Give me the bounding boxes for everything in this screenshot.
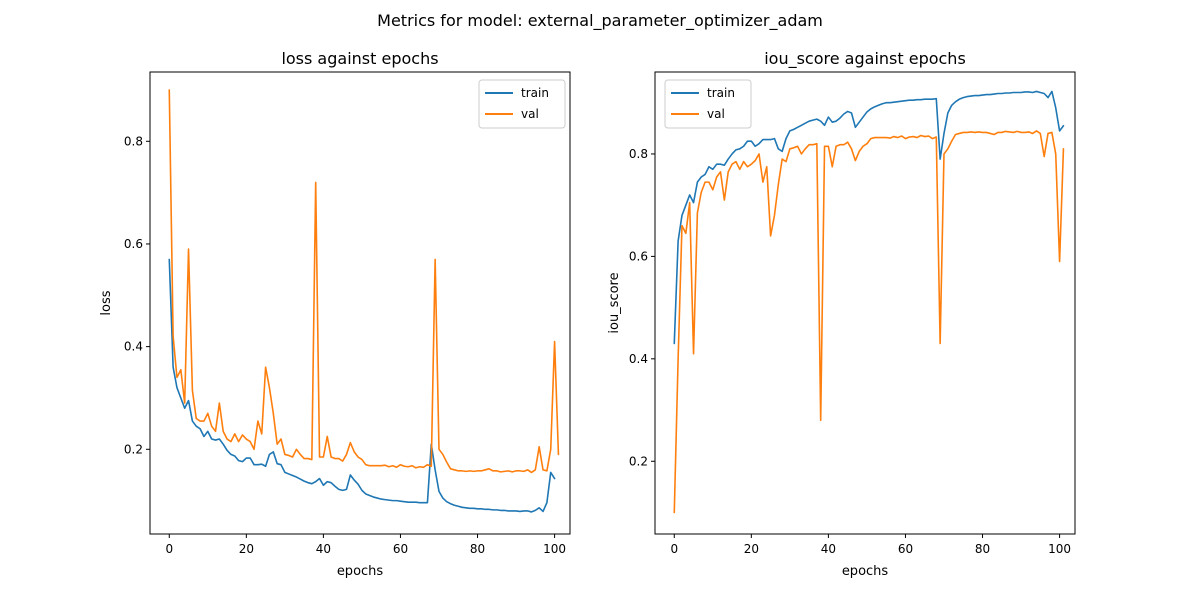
iou-score-y-axis-label: iou_score (607, 272, 622, 333)
iou-score-val-line (673, 130, 1065, 514)
loss-x-tick-label: 80 (470, 542, 485, 556)
iou-score-y-tick-label: 0.4 (629, 352, 648, 366)
iou-score-x-tick-label: 60 (898, 542, 913, 556)
iou-score-x-tick-label: 100 (1048, 542, 1071, 556)
iou-score-y-tick-label: 0.8 (629, 147, 648, 161)
iou-score-chart: iou_score against epochs epochs iou_scor… (607, 49, 1076, 579)
loss-train-line (168, 258, 556, 513)
iou-score-x-tick-label: 20 (744, 542, 759, 556)
loss-x-tick-label: 0 (165, 542, 173, 556)
loss-x-axis-label: epochs (337, 564, 384, 579)
iou-score-x-tick-label: 0 (670, 542, 678, 556)
iou-score-x-tick-label: 40 (821, 542, 836, 556)
iou-score-legend-val-label: val (707, 107, 725, 121)
loss-y-tick-label: 0.8 (124, 134, 143, 148)
iou-score-plot-frame (654, 71, 1076, 535)
loss-legend: train val (478, 79, 566, 129)
loss-legend-train-label: train (521, 86, 549, 100)
iou-score-chart-title: iou_score against epochs (764, 49, 966, 69)
loss-y-axis-label: loss (99, 290, 114, 315)
iou-score-train-line (673, 90, 1065, 345)
loss-y-tick-label: 0.6 (124, 237, 143, 251)
loss-y-tick-label: 0.2 (124, 442, 143, 456)
loss-x-tick-label: 20 (239, 542, 254, 556)
loss-x-tick-label: 60 (393, 542, 408, 556)
iou-score-y-tick-label: 0.6 (629, 249, 648, 263)
iou-score-x-tick-label: 80 (975, 542, 990, 556)
iou-score-legend: train val (664, 79, 752, 129)
loss-legend-val-label: val (521, 107, 539, 121)
loss-y-tick-label: 0.4 (124, 340, 143, 354)
iou-score-legend-train-label: train (707, 86, 735, 100)
loss-val-line (168, 89, 560, 474)
figure-suptitle: Metrics for model: external_parameter_op… (377, 11, 823, 31)
loss-x-tick-label: 40 (316, 542, 331, 556)
loss-plot-frame (149, 71, 571, 535)
iou-score-x-axis-label: epochs (842, 564, 889, 579)
loss-x-tick-label: 100 (543, 542, 566, 556)
loss-chart-title: loss against epochs (281, 49, 438, 68)
iou-score-y-tick-label: 0.2 (629, 454, 648, 468)
loss-chart: loss against epochs epochs loss train val… (99, 49, 571, 579)
